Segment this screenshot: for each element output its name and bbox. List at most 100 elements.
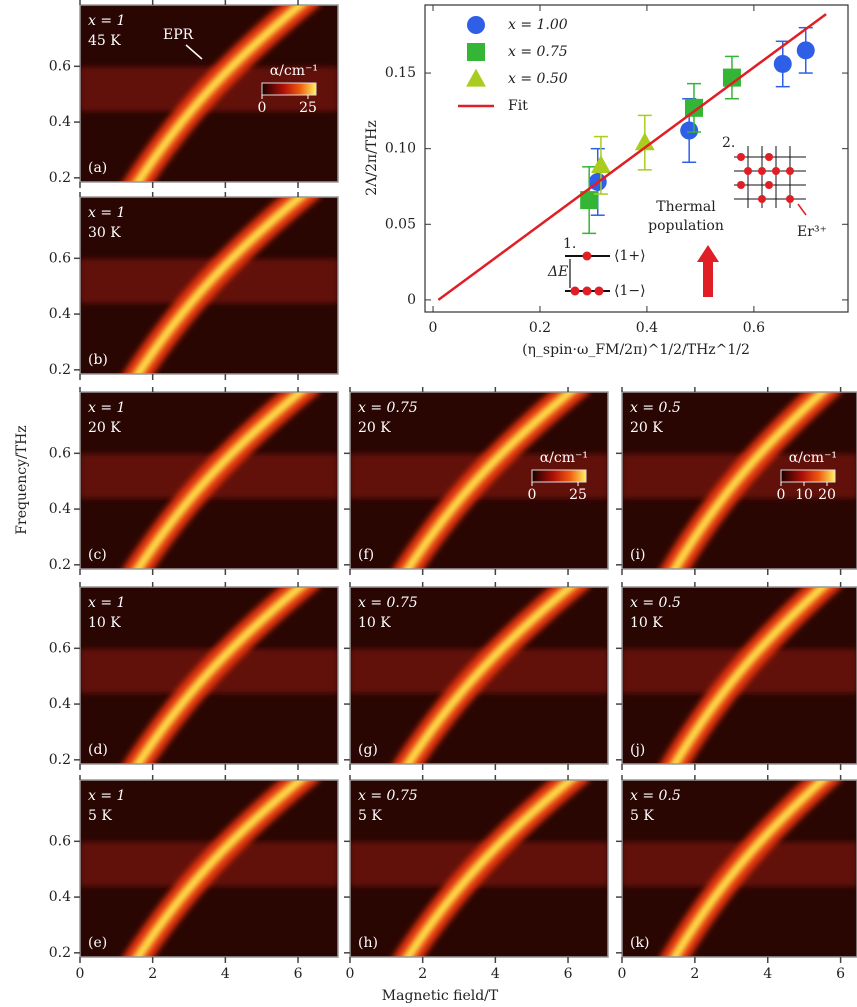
temperature-label: 45 K: [88, 33, 121, 49]
composition-label: x = 1: [88, 13, 125, 29]
composition-label: x = 0.75: [358, 595, 418, 611]
x-tick-label: 2: [690, 966, 699, 982]
x-tick-label: 6: [564, 966, 573, 982]
x-tick-label: 2: [418, 966, 427, 982]
colorbar-tick-label: 20: [818, 487, 836, 503]
y-tick-label: 0.6: [49, 58, 71, 74]
ion-dot: [765, 153, 773, 161]
annotation: EPR: [163, 27, 194, 43]
panel-label: (i): [630, 547, 645, 563]
plot-frame: [425, 5, 848, 312]
panel-label: (h): [358, 935, 378, 951]
colorbar-label: α/cm⁻¹: [789, 450, 837, 466]
state-dot: [571, 287, 580, 296]
x-tick-label: 4: [763, 966, 772, 982]
panel-label: (k): [630, 935, 649, 951]
heatmap-panel: x = 0.7510 K(g): [344, 577, 608, 774]
ion-dot: [786, 167, 794, 175]
heatmap-panel: 0.20.40.6x = 120 K(c): [49, 382, 338, 579]
colorbar-tick-label: 25: [569, 487, 587, 503]
ion-dot: [737, 181, 745, 189]
heatmap-panel: x = 0.510 K(j): [616, 577, 857, 774]
y-tick-label: 0.4: [49, 889, 71, 905]
y-tick-label: 0.2: [49, 362, 71, 378]
legend-swatch: [467, 43, 485, 61]
annotation: ⟨1+⟩: [614, 248, 646, 264]
heatmap-panel: 0.2 0.4 0.6 x = 1 30 K (b): [49, 187, 338, 384]
composition-label: x = 0.5: [630, 788, 681, 804]
x-tick-label: 0.2: [529, 320, 551, 336]
temperature-label: 5 K: [630, 808, 654, 824]
x-tick-label: 0: [76, 966, 85, 982]
panel-label: (a): [88, 160, 107, 176]
temperature-label: 10 K: [358, 615, 391, 631]
y-tick-label: 0.4: [49, 306, 71, 322]
composition-label: x = 1: [88, 205, 125, 221]
panel-label: (j): [630, 742, 645, 758]
point: [797, 41, 815, 59]
page: THz magnon figure {"figure": {"xlabel": …: [0, 0, 857, 1007]
panel-label: (e): [88, 935, 107, 951]
panel-label: (f): [358, 547, 374, 563]
annotation: ⟨1−⟩: [614, 283, 646, 299]
temperature-label: 30 K: [88, 225, 121, 241]
temperature-label: 5 K: [358, 808, 382, 824]
ion-dot: [758, 167, 766, 175]
composition-label: x = 1: [88, 400, 125, 416]
temperature-label: 5 K: [88, 808, 112, 824]
point: [774, 55, 792, 73]
annotation: 1.: [563, 236, 576, 252]
legend-label: Fit: [508, 98, 528, 114]
colorbar-tick-label: 0: [528, 487, 537, 503]
temperature-label: 20 K: [630, 420, 663, 436]
x-tick-label: 6: [836, 966, 845, 982]
colorbar-tick-label: 0: [777, 487, 786, 503]
ion-dot: [765, 181, 773, 189]
y-tick-label: 0.2: [49, 170, 71, 186]
x-axis-title: Magnetic field/T: [382, 988, 499, 1004]
temperature-label: 20 K: [88, 420, 121, 436]
temperature-label: 10 K: [88, 615, 121, 631]
colorbar: [262, 83, 316, 95]
state-dot: [583, 287, 592, 296]
composition-label: x = 0.75: [358, 400, 418, 416]
point: [680, 122, 698, 140]
panel-label: (b): [88, 352, 108, 368]
panel-label: (c): [88, 547, 107, 563]
x-tick-label: 0: [618, 966, 627, 982]
y-tick-label: 0.15: [385, 65, 416, 81]
y-tick-label: 0.2: [49, 945, 71, 961]
x-tick-label: 2: [148, 966, 157, 982]
y-tick-label: 0.2: [49, 557, 71, 573]
x-tick-label: 0: [346, 966, 355, 982]
y-tick-label: 0.4: [49, 501, 71, 517]
temperature-label: 10 K: [630, 615, 663, 631]
y-tick-label: 0.05: [385, 216, 416, 232]
colorbar-tick-label: 0: [258, 100, 267, 116]
legend-label: x = 1.00: [508, 17, 568, 33]
y-tick-label: 0.6: [49, 250, 71, 266]
y-tick-label: 0.4: [49, 696, 71, 712]
x-tick-label: 4: [221, 966, 230, 982]
annotation: Thermal: [656, 199, 716, 215]
ion-dot: [786, 195, 794, 203]
state-dot: [595, 287, 604, 296]
colorbar-label: α/cm⁻¹: [540, 450, 588, 466]
panel-label: (d): [88, 742, 108, 758]
legend-label: x = 0.75: [508, 44, 568, 60]
legend-label: x = 0.50: [508, 71, 568, 87]
x-tick-label: 0: [429, 320, 438, 336]
x-axis-title: (η_spin·ω_FM/2π)^1/2/THz^1/2: [522, 342, 750, 358]
annotation: ΔE: [547, 264, 568, 280]
figure: Frequency/THz Magnetic field/T 00.20.40.…: [0, 0, 857, 1007]
ion-dot: [758, 195, 766, 203]
annotation: Er³⁺: [797, 224, 827, 240]
colorbar: [781, 470, 835, 482]
state-dot: [583, 252, 592, 261]
y-tick-label: 0.6: [49, 640, 71, 656]
annotation: 2.: [722, 135, 735, 151]
